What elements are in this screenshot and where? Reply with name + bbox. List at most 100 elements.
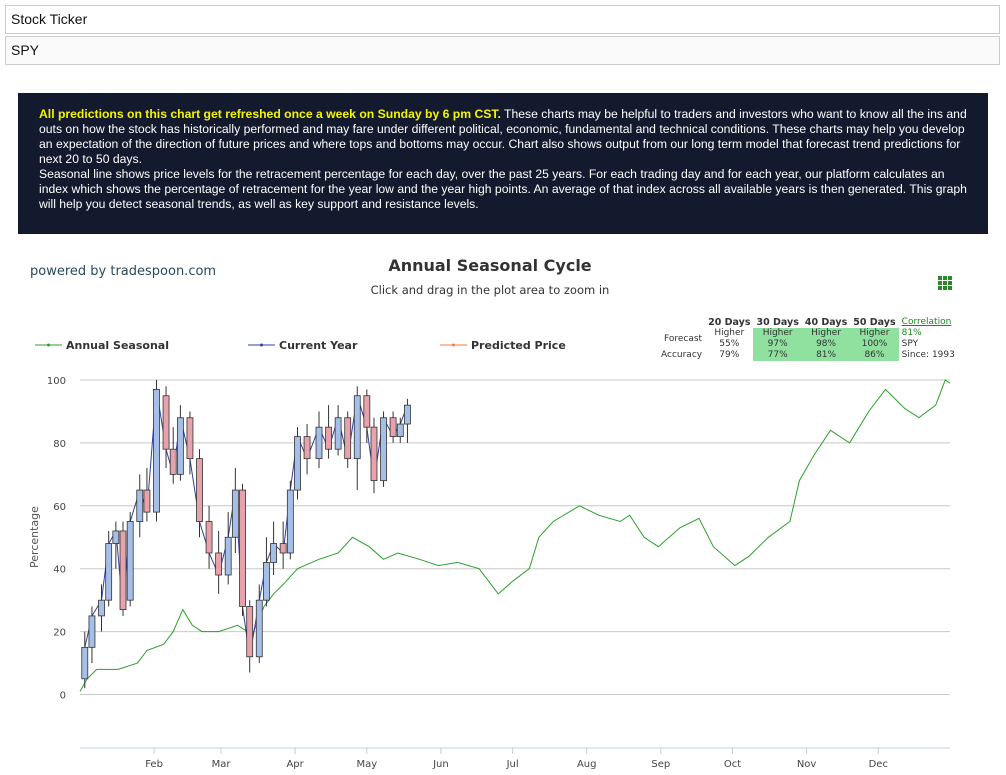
candle-body (231, 489, 239, 538)
candle-body (81, 646, 89, 680)
table-ticker: SPY (901, 339, 919, 349)
x-tick-label: Apr (286, 759, 304, 770)
forecast-direction: Higher (859, 328, 890, 338)
forecast-direction: Higher (762, 328, 793, 338)
legend-label: Predicted Price (471, 339, 566, 352)
y-tick-label: 20 (53, 628, 66, 639)
candle-body (153, 389, 160, 513)
x-tick-label: Dec (869, 759, 888, 770)
correlation-link[interactable]: Correlation (901, 317, 952, 327)
table-header: 40 Days (804, 317, 848, 328)
candle-body (255, 599, 263, 658)
candle-body (279, 543, 287, 554)
legend-marker (452, 343, 455, 347)
forecast-table: 20 Days 30 Days 40 Days 50 Days Correlat… (658, 317, 958, 361)
candle-body (215, 552, 223, 576)
x-tick-label: Aug (577, 759, 597, 770)
candle-body (224, 536, 232, 576)
candle-body (380, 417, 387, 482)
candle-body (176, 417, 184, 475)
x-tick-label: May (356, 759, 377, 770)
correlation-value: 81% (901, 328, 922, 338)
candle-body (239, 489, 246, 607)
candle-body (143, 489, 151, 513)
forecast-percent: 98% (816, 339, 837, 349)
menu-icon[interactable] (938, 276, 952, 290)
candle-body (353, 395, 361, 460)
candle-body (186, 417, 194, 460)
x-tick-label: Oct (724, 759, 741, 770)
legend-marker (47, 343, 50, 347)
x-tick-label: Sep (651, 759, 670, 770)
legend-marker (260, 343, 263, 347)
forecast-percent: 100% (861, 339, 888, 349)
y-tick-label: 40 (53, 565, 66, 576)
y-tick-label: 0 (60, 691, 66, 702)
candle-body (389, 417, 397, 438)
x-tick-label: Nov (797, 759, 817, 770)
y-tick-label: 80 (53, 439, 66, 450)
forecast-percent: 97% (767, 339, 788, 349)
info-box: All predictions on this chart get refres… (18, 93, 988, 234)
candle-body (396, 423, 404, 438)
info-paragraph: All predictions on this chart get refres… (39, 107, 968, 167)
candle-body (88, 615, 96, 648)
info-highlight: All predictions on this chart get refres… (39, 107, 501, 121)
x-tick-label: Jun (432, 759, 449, 770)
candle-body (98, 599, 105, 617)
candle-body (205, 521, 213, 554)
candle-body (325, 426, 332, 450)
legend-label: Annual Seasonal (66, 339, 169, 352)
candle-body (334, 417, 342, 450)
candle-body (303, 436, 311, 460)
ticker-input[interactable]: SPY (5, 36, 1000, 65)
candle-body (404, 404, 411, 425)
forecast-direction: Higher (714, 328, 745, 338)
row-label: Accuracy (661, 350, 703, 360)
legend-label: Current Year (279, 339, 358, 352)
table-header: 30 Days (756, 317, 799, 328)
candle-body (126, 521, 134, 601)
candle-body (286, 489, 294, 554)
accuracy: 79% (719, 350, 740, 360)
since: Since: 1993 (901, 350, 955, 360)
y-axis-label: Percentage (28, 506, 41, 568)
candle-body (270, 543, 277, 563)
candle-body (136, 489, 144, 522)
candle-body (263, 562, 270, 601)
candle-body (105, 543, 113, 601)
candle-body (119, 530, 127, 611)
seasonal-line (79, 379, 951, 692)
powered-by: powered by tradespoon.com (30, 264, 216, 279)
x-tick-label: Jul (506, 759, 519, 770)
candle-body (344, 417, 352, 460)
candle-body (363, 395, 371, 428)
candle-body (112, 530, 120, 544)
candle-body (370, 426, 378, 482)
candle-body (294, 436, 301, 491)
candle-body (315, 426, 323, 460)
row-label: Forecast (664, 333, 703, 344)
candle-body (162, 395, 170, 450)
x-tick-label: Mar (212, 759, 232, 770)
accuracy: 77% (753, 350, 802, 361)
accuracy: 81% (801, 350, 851, 361)
info-text: These charts may be helpful to traders a… (39, 107, 967, 166)
chart-subtitle: Click and drag in the plot area to zoom … (371, 283, 610, 297)
forecast-direction: Higher (811, 328, 842, 338)
forecast-percent: 55% (719, 339, 740, 349)
chart-title: Annual Seasonal Cycle (388, 256, 591, 275)
candle-body (246, 606, 254, 658)
candle-body (196, 458, 203, 522)
candle-body (169, 448, 177, 475)
y-tick-label: 100 (47, 376, 66, 387)
x-tick-label: Feb (145, 759, 163, 770)
ticker-label-field: Stock Ticker (5, 5, 1000, 34)
y-tick-label: 60 (53, 502, 66, 513)
table-header: 50 Days (853, 317, 896, 328)
table-header: 20 Days (708, 317, 751, 328)
accuracy: 86% (850, 350, 899, 361)
info-text: Seasonal line shows price levels for the… (39, 167, 967, 211)
